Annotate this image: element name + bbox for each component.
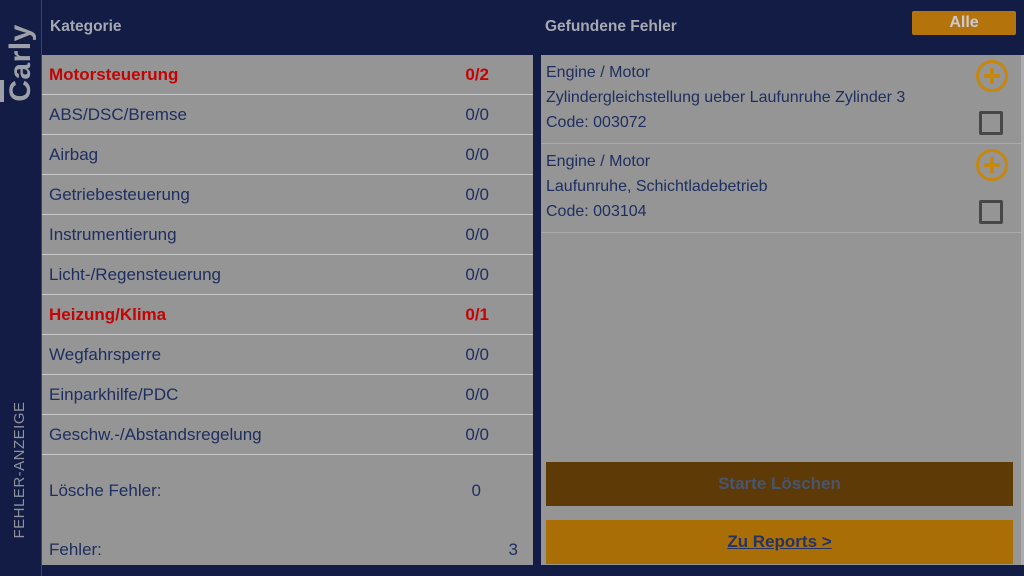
error-select-checkbox[interactable] [979, 200, 1003, 224]
error-description: Laufunruhe, Schichtladebetrieb [546, 174, 768, 199]
total-errors-value: 3 [509, 537, 518, 563]
category-row-getriebesteuerung[interactable]: Getriebesteuerung 0/0 [42, 175, 533, 215]
errors-header-title: Gefundene Fehler [545, 14, 677, 40]
categories-header-title: Kategorie [50, 14, 122, 40]
plus-circle-icon[interactable] [976, 60, 1008, 92]
total-errors-summary: Fehler: 3 [42, 537, 533, 563]
category-count: 0/1 [465, 295, 489, 334]
category-count: 0/0 [465, 95, 489, 134]
error-select-checkbox[interactable] [979, 111, 1003, 135]
error-card: Engine / Motor Zylindergleichstellung ue… [541, 55, 1024, 144]
category-row-heizung-klima[interactable]: Heizung/Klima 0/1 [42, 295, 533, 335]
category-count: 0/0 [465, 135, 489, 174]
category-row-airbag[interactable]: Airbag 0/0 [42, 135, 533, 175]
delete-errors-label: Lösche Fehler: [49, 478, 161, 504]
error-category: Engine / Motor [546, 149, 650, 174]
category-label: Getriebesteuerung [49, 175, 190, 214]
delete-errors-value: 0 [472, 478, 481, 504]
category-row-abs-dsc-bremse[interactable]: ABS/DSC/Bremse 0/0 [42, 95, 533, 135]
category-row-geschw-abstandsregelung[interactable]: Geschw.-/Abstandsregelung 0/0 [42, 415, 533, 455]
alle-button[interactable]: Alle [912, 11, 1016, 35]
category-label: Instrumentierung [49, 215, 177, 254]
plus-circle-icon[interactable] [976, 149, 1008, 181]
categories-panel: Motorsteuerung 0/2 ABS/DSC/Bremse 0/0 Ai… [42, 55, 533, 565]
category-label: Wegfahrsperre [49, 335, 161, 374]
error-card: Engine / Motor Laufunruhe, Schichtladebe… [541, 144, 1024, 233]
category-count: 0/0 [465, 255, 489, 294]
delete-errors-summary: Lösche Fehler: 0 [42, 478, 533, 504]
total-errors-label: Fehler: [49, 537, 102, 563]
screen-title-vertical: FEHLER-ANZEIGE [6, 394, 34, 546]
category-count: 0/0 [465, 335, 489, 374]
brand-rail: Carly FEHLER-ANZEIGE [0, 0, 42, 576]
carly-logo-c: C [0, 80, 37, 102]
category-label: Motorsteuerung [49, 55, 178, 94]
category-count: 0/2 [465, 55, 489, 94]
category-row-wegfahrsperre[interactable]: Wegfahrsperre 0/0 [42, 335, 533, 375]
category-label: Licht-/Regensteuerung [49, 255, 221, 294]
category-label: Geschw.-/Abstandsregelung [49, 415, 262, 454]
carly-logo-rest: arly [4, 24, 37, 79]
category-label: Heizung/Klima [49, 295, 166, 334]
category-count: 0/0 [465, 415, 489, 454]
error-code: Code: 003104 [546, 199, 647, 224]
category-row-motorsteuerung[interactable]: Motorsteuerung 0/2 [42, 55, 533, 95]
start-delete-button[interactable]: Starte Löschen [546, 462, 1013, 506]
error-description: Zylindergleichstellung ueber Laufunruhe … [546, 85, 905, 110]
category-count: 0/0 [465, 375, 489, 414]
category-row-instrumentierung[interactable]: Instrumentierung 0/0 [42, 215, 533, 255]
category-label: Einparkhilfe/PDC [49, 375, 178, 414]
category-count: 0/0 [465, 215, 489, 254]
category-label: Airbag [49, 135, 98, 174]
category-count: 0/0 [465, 175, 489, 214]
carly-logo: Carly [0, 15, 42, 111]
to-reports-button[interactable]: Zu Reports > [546, 520, 1013, 564]
category-row-einparkhilfe-pdc[interactable]: Einparkhilfe/PDC 0/0 [42, 375, 533, 415]
found-errors-panel: Engine / Motor Zylindergleichstellung ue… [541, 55, 1024, 565]
category-row-licht-regensteuerung[interactable]: Licht-/Regensteuerung 0/0 [42, 255, 533, 295]
error-category: Engine / Motor [546, 60, 650, 85]
error-code: Code: 003072 [546, 110, 647, 135]
category-label: ABS/DSC/Bremse [49, 95, 187, 134]
